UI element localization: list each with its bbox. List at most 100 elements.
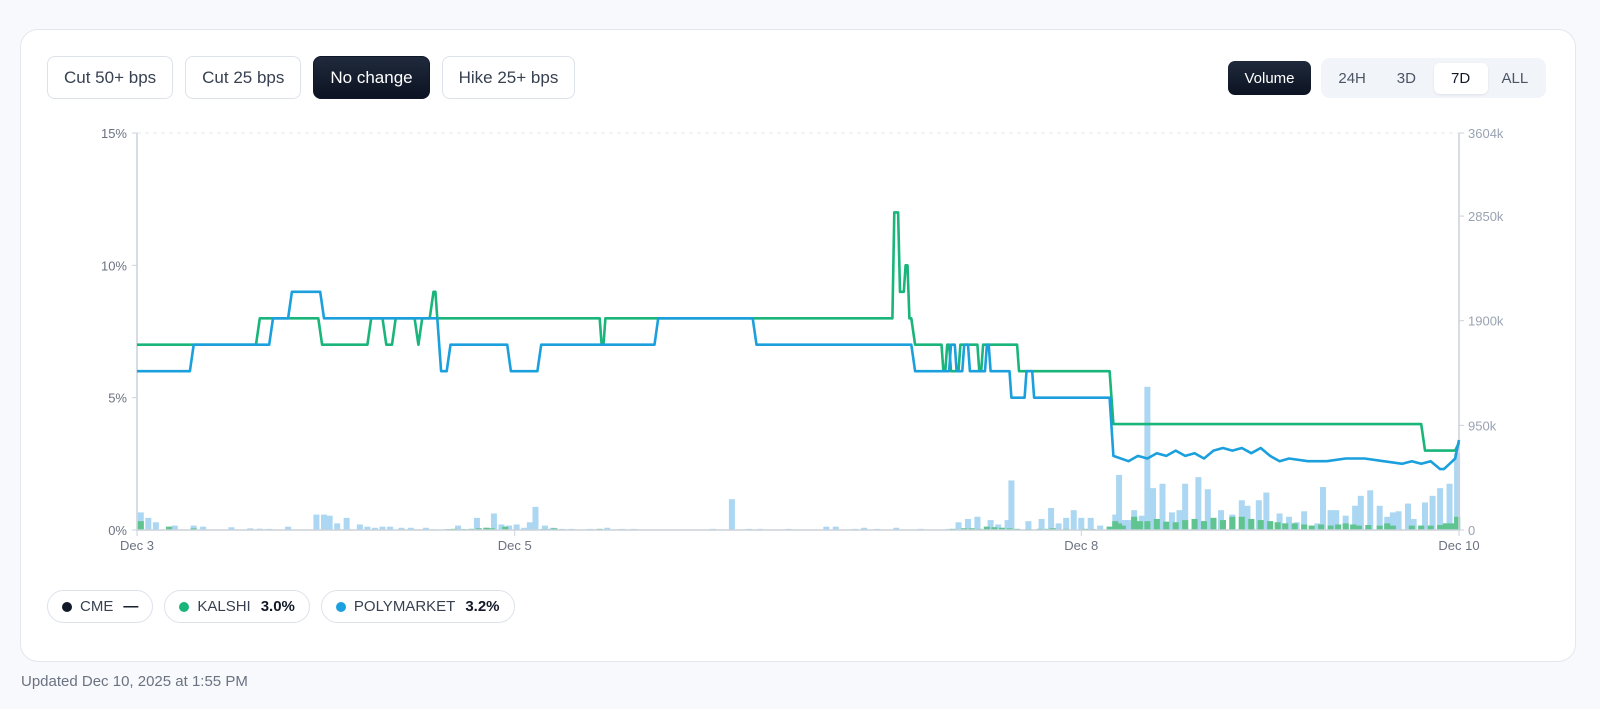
volume-bar-polymarket [490,513,497,530]
volume-bar-polymarket [1454,452,1461,530]
volume-bar-kalshi-front [166,526,173,530]
volume-bar-polymarket [326,515,333,530]
volume-bar-polymarket [987,520,994,530]
volume-bar-polymarket [832,526,839,530]
volume-bar-kalshi-front [1274,522,1281,530]
volume-bar-polymarket [1087,517,1094,530]
volume-bar-polymarket [422,527,429,530]
legend-label: POLYMARKET [353,598,456,615]
volume-bar-kalshi-front [1248,518,1255,530]
range-24h-button[interactable]: 24H [1338,69,1366,87]
volume-bar-kalshi-front [1427,525,1434,530]
volume-bar-kalshi-front [1301,524,1308,530]
volume-bar-polymarket [498,524,505,530]
volume-bar-polymarket [200,526,207,530]
volume-bar-kalshi-front [502,526,509,530]
outcome-hike-25-button[interactable]: Hike 25+ bps [441,56,576,99]
volume-bar-polymarket [1422,502,1429,530]
volume-bar-polymarket [1195,477,1202,530]
volume-bar-kalshi-front [1350,524,1357,530]
outcome-cut-25-button[interactable]: Cut 25 bps [185,56,302,99]
volume-bar-kalshi-front [483,527,490,530]
volume-bar-polymarket [541,525,548,530]
volume-bar-polymarket [1446,483,1453,530]
range-3d-button[interactable]: 3D [1396,69,1416,87]
outcome-no-change-button[interactable]: No change [313,56,430,99]
series-line-polymarket [137,290,1461,471]
volume-bar-polymarket [1176,510,1183,530]
volume-bar-kalshi-front [1327,525,1334,530]
volume-bar-polymarket [964,518,971,530]
volume-bar-polymarket [407,527,414,530]
outcome-cut-50-button[interactable]: Cut 50+ bps [47,56,174,99]
volume-bar-polymarket [974,516,981,530]
legend-polymarket[interactable]: POLYMARKET 3.2% [320,590,515,623]
volume-bar-polymarket [1376,505,1383,530]
volume-bar-kalshi-front [1210,517,1217,530]
volume-bar-polymarket [1008,480,1015,530]
volume-bar-kalshi-front [1418,525,1425,530]
legend-cme[interactable]: CME — [47,590,154,623]
volume-bar-polymarket [728,499,735,530]
volume-bar-kalshi-front [1006,528,1013,530]
volume-bar-kalshi-front [1201,521,1208,530]
volume-bar-kalshi-front [1308,525,1315,530]
y-right-tick-label: 0 [1468,523,1475,538]
volume-bar-polymarket [1327,510,1334,530]
volume-bar-polymarket [334,523,341,530]
volume-bar-polymarket [356,524,363,530]
volume-bar-polymarket [532,506,539,530]
volume-bar-polymarket [1004,520,1011,530]
volume-bar-polymarket [1437,488,1444,530]
legend-kalshi[interactable]: KALSHI 3.0% [164,590,310,623]
volume-bar-polymarket [320,514,327,530]
volume-bar-polymarket [285,526,292,530]
volume-bar-kalshi-front [551,528,558,530]
chart-card: Cut 50+ bps Cut 25 bps No change Hike 25… [20,29,1576,662]
volume-bar-polymarket [1410,518,1417,530]
volume-bar-kalshi-front [1448,523,1455,530]
volume-bar-polymarket [1342,515,1349,530]
volume-bar-polymarket [152,522,159,530]
volume-bar-kalshi-front [1182,520,1189,530]
volume-bar-polymarket [379,526,386,530]
range-7d-button[interactable]: 7D [1433,62,1488,94]
volume-bar-polymarket [247,528,254,530]
x-tick-label: Dec 10 [1438,538,1479,553]
x-tick-label: Dec 3 [120,538,154,553]
range-all-button[interactable]: ALL [1501,69,1529,87]
volume-bar-polymarket [190,525,197,530]
volume-bar-kalshi-front [1191,518,1198,530]
y-right-tick-label: 1900k [1468,314,1504,329]
volume-bar-kalshi-front [1267,521,1274,530]
volume-bar-polymarket [1314,523,1321,530]
volume-bar-kalshi-front [137,521,144,530]
volume-bar-kalshi-front [1238,516,1245,530]
y-left-tick-label: 15% [101,126,127,141]
y-right-tick-label: 950k [1468,418,1497,433]
volume-bar-kalshi-front [1219,520,1226,530]
volume-bar-polymarket [893,527,900,530]
volume-toggle-button[interactable]: Volume [1228,61,1311,95]
volume-bar-kalshi-front [1106,526,1113,530]
volume-bar-polymarket [1078,517,1085,530]
y-left-tick-label: 0% [108,523,127,538]
volume-bar-polymarket [1204,489,1211,530]
volume-bar-polymarket [1116,474,1123,530]
legend-value: 3.0% [260,598,295,615]
volume-bar-polymarket [1238,500,1245,530]
volume-bar-kalshi-front [1384,523,1391,530]
volume-bar-kalshi-front [1335,524,1342,530]
volume-bar-kalshi-front [1342,523,1349,530]
volume-bar-polymarket [171,525,178,530]
volume-bar-kalshi-front [1376,525,1383,530]
volume-bar-polymarket [521,527,528,530]
volume-bar-kalshi-front [1408,525,1415,530]
time-range-selector: 24H 3D 7D ALL [1321,58,1546,98]
volume-bar-kalshi-front [1318,524,1325,530]
volume-bar-kalshi-front [1119,525,1126,530]
volume-bar-kalshi-front [1389,525,1396,530]
volume-bar-polymarket [955,522,962,530]
volume-bar-polymarket [1097,525,1104,530]
